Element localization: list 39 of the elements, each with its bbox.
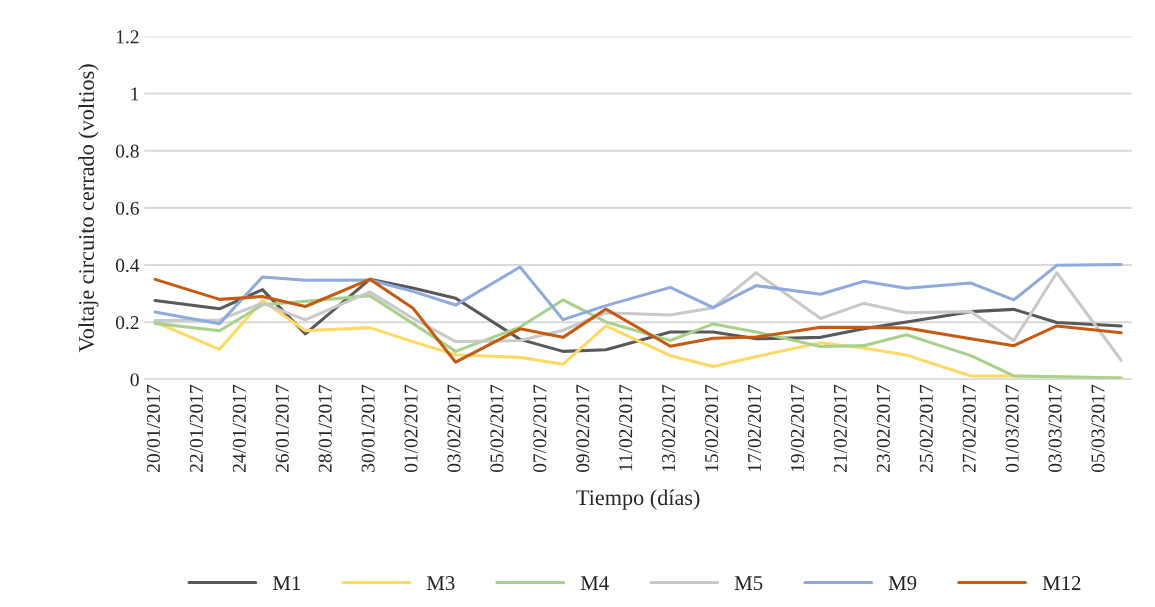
y-axis-title: Voltaje circuito cerrado (voltios): [78, 64, 99, 353]
x-tick-label: 01/02/2017: [404, 384, 418, 473]
x-tick-label: 07/02/2017: [533, 384, 547, 473]
y-tick-label: 0.2: [115, 316, 139, 330]
legend-label: M5: [734, 576, 763, 591]
x-tick-label: 20/01/2017: [146, 384, 160, 472]
x-tick-label: 21/02/2017: [833, 384, 847, 472]
x-tick-label: 03/03/2017: [1048, 384, 1062, 473]
x-tick-label: 05/02/2017: [490, 384, 504, 473]
x-tick-label: 01/03/2017: [1005, 384, 1019, 473]
legend-label: M12: [1042, 576, 1081, 590]
x-tick-label: 22/01/2017: [189, 384, 203, 472]
x-tick-label: 17/02/2017: [747, 384, 762, 472]
legend-label: M4: [580, 576, 609, 590]
x-tick-label: 27/02/2017: [962, 384, 976, 472]
x-tick-label: 09/02/2017: [576, 384, 590, 473]
x-tick-label: 11/02/2017: [619, 384, 633, 471]
line-series: [153, 262, 1123, 326]
x-tick-label: 05/03/2017: [1091, 384, 1105, 473]
y-tick-label: 0.4: [115, 258, 140, 273]
x-tick-label: 03/02/2017: [447, 384, 461, 473]
y-tick-label: 0.6: [115, 201, 139, 215]
x-tick-label: 23/02/2017: [876, 384, 890, 472]
x-tick-label: 24/01/2017: [232, 384, 246, 472]
legend-label: M1: [272, 576, 301, 590]
x-axis-title: Tiempo (días): [576, 489, 700, 510]
legend-label: M9: [888, 576, 917, 591]
y-tick-label: 0: [130, 373, 139, 387]
legend-label: M3: [426, 576, 455, 591]
x-tick-label: 30/01/2017: [361, 384, 375, 472]
x-tick-label: 13/02/2017: [662, 384, 676, 472]
y-tick-label: 1.2: [116, 30, 139, 44]
x-tick-label: 25/02/2017: [919, 384, 933, 472]
x-tick-label: 19/02/2017: [790, 384, 805, 472]
x-tick-label: 28/01/2017: [318, 384, 332, 472]
x-tick-label: 15/02/2017: [705, 384, 719, 472]
y-tick-label: 1: [131, 87, 139, 101]
x-tick-label: 26/01/2017: [275, 384, 289, 472]
y-tick-label: 0.8: [115, 144, 139, 158]
